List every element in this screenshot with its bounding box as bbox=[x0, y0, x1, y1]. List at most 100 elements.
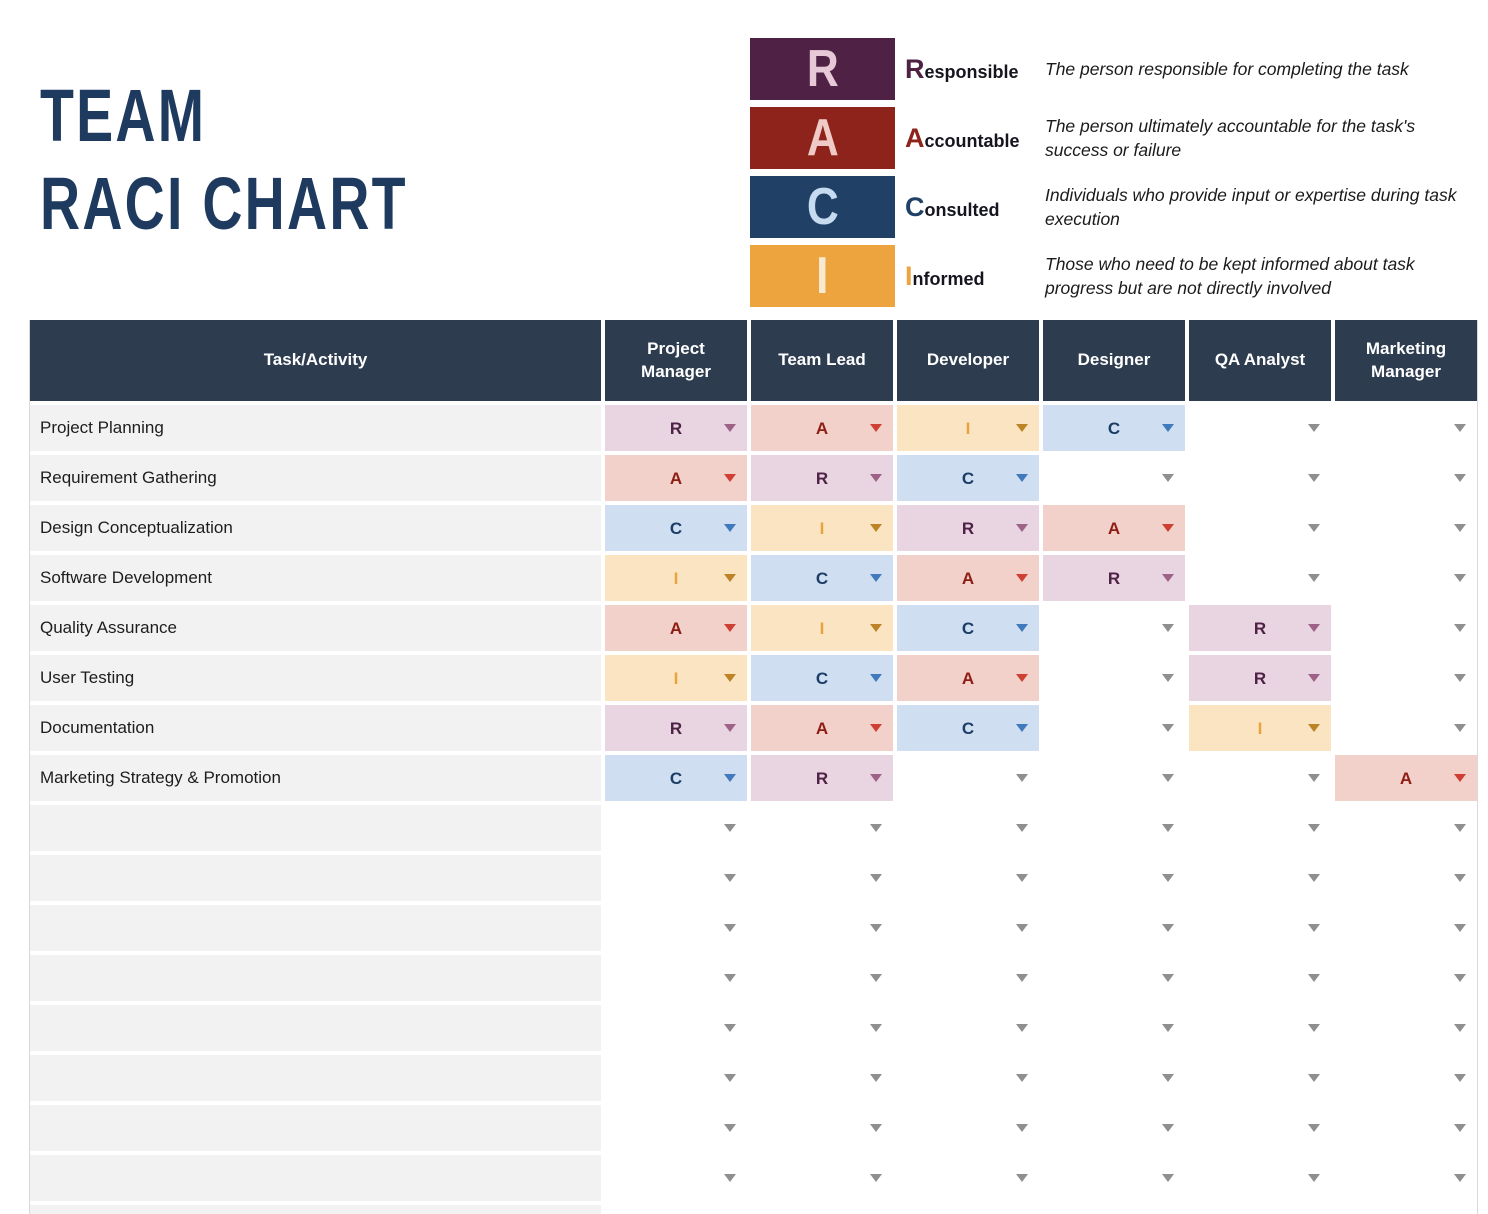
raci-cell[interactable] bbox=[1335, 1005, 1477, 1051]
raci-cell[interactable] bbox=[751, 955, 893, 1001]
raci-cell[interactable] bbox=[751, 1105, 893, 1151]
raci-cell[interactable] bbox=[1189, 1105, 1331, 1151]
raci-cell[interactable] bbox=[1043, 1005, 1185, 1051]
raci-cell[interactable] bbox=[1043, 1205, 1185, 1214]
raci-cell[interactable]: C bbox=[897, 605, 1039, 651]
raci-cell[interactable] bbox=[605, 1105, 747, 1151]
raci-cell[interactable]: R bbox=[897, 505, 1039, 551]
raci-cell[interactable]: I bbox=[1189, 705, 1331, 751]
raci-cell[interactable]: A bbox=[605, 455, 747, 501]
task-cell[interactable] bbox=[30, 1105, 601, 1151]
raci-cell[interactable]: C bbox=[897, 705, 1039, 751]
raci-cell[interactable] bbox=[605, 855, 747, 901]
task-cell[interactable]: Documentation bbox=[30, 705, 601, 751]
raci-cell[interactable] bbox=[897, 1155, 1039, 1201]
raci-cell[interactable] bbox=[897, 955, 1039, 1001]
raci-cell[interactable] bbox=[1043, 855, 1185, 901]
task-cell[interactable]: Quality Assurance bbox=[30, 605, 601, 651]
raci-cell[interactable]: I bbox=[751, 605, 893, 651]
task-cell[interactable] bbox=[30, 955, 601, 1001]
task-cell[interactable] bbox=[30, 1005, 601, 1051]
raci-cell[interactable]: A bbox=[1043, 505, 1185, 551]
task-cell[interactable]: Requirement Gathering bbox=[30, 455, 601, 501]
raci-cell[interactable] bbox=[1335, 655, 1477, 701]
raci-cell[interactable]: A bbox=[897, 555, 1039, 601]
raci-cell[interactable] bbox=[897, 1205, 1039, 1214]
raci-cell[interactable] bbox=[1043, 755, 1185, 801]
raci-cell[interactable]: A bbox=[751, 405, 893, 451]
raci-cell[interactable] bbox=[751, 1005, 893, 1051]
raci-cell[interactable] bbox=[1189, 855, 1331, 901]
raci-cell[interactable] bbox=[605, 1055, 747, 1101]
raci-cell[interactable] bbox=[1043, 705, 1185, 751]
raci-cell[interactable] bbox=[605, 805, 747, 851]
raci-cell[interactable]: R bbox=[751, 755, 893, 801]
task-cell[interactable]: Software Development bbox=[30, 555, 601, 601]
raci-cell[interactable]: R bbox=[1189, 605, 1331, 651]
raci-cell[interactable]: R bbox=[605, 705, 747, 751]
task-cell[interactable] bbox=[30, 905, 601, 951]
raci-cell[interactable] bbox=[1189, 1055, 1331, 1101]
raci-cell[interactable] bbox=[1335, 555, 1477, 601]
raci-cell[interactable]: R bbox=[1189, 655, 1331, 701]
raci-cell[interactable] bbox=[1043, 1155, 1185, 1201]
task-cell[interactable] bbox=[30, 1205, 601, 1214]
raci-cell[interactable] bbox=[1043, 1055, 1185, 1101]
raci-cell[interactable]: A bbox=[751, 705, 893, 751]
raci-cell[interactable] bbox=[605, 1005, 747, 1051]
raci-cell[interactable] bbox=[1189, 1155, 1331, 1201]
raci-cell[interactable] bbox=[1189, 1005, 1331, 1051]
raci-cell[interactable]: C bbox=[1043, 405, 1185, 451]
task-cell[interactable]: Design Conceptualization bbox=[30, 505, 601, 551]
raci-cell[interactable] bbox=[1335, 1105, 1477, 1151]
raci-cell[interactable] bbox=[751, 855, 893, 901]
raci-cell[interactable] bbox=[1189, 505, 1331, 551]
raci-cell[interactable] bbox=[605, 1205, 747, 1214]
raci-cell[interactable] bbox=[1335, 1205, 1477, 1214]
raci-cell[interactable] bbox=[897, 1005, 1039, 1051]
raci-cell[interactable] bbox=[1189, 755, 1331, 801]
raci-cell[interactable] bbox=[1335, 1055, 1477, 1101]
raci-cell[interactable] bbox=[1335, 405, 1477, 451]
raci-cell[interactable] bbox=[751, 805, 893, 851]
raci-cell[interactable]: C bbox=[751, 555, 893, 601]
raci-cell[interactable] bbox=[1335, 905, 1477, 951]
raci-cell[interactable]: C bbox=[605, 755, 747, 801]
raci-cell[interactable] bbox=[605, 1155, 747, 1201]
task-cell[interactable] bbox=[30, 805, 601, 851]
raci-cell[interactable] bbox=[1335, 805, 1477, 851]
task-cell[interactable] bbox=[30, 1155, 601, 1201]
raci-cell[interactable] bbox=[1043, 655, 1185, 701]
task-cell[interactable]: Project Planning bbox=[30, 405, 601, 451]
raci-cell[interactable] bbox=[897, 1105, 1039, 1151]
raci-cell[interactable] bbox=[1335, 455, 1477, 501]
raci-cell[interactable] bbox=[1043, 605, 1185, 651]
raci-cell[interactable] bbox=[1335, 1155, 1477, 1201]
raci-cell[interactable] bbox=[1043, 955, 1185, 1001]
raci-cell[interactable]: A bbox=[1335, 755, 1477, 801]
raci-cell[interactable] bbox=[1189, 405, 1331, 451]
raci-cell[interactable] bbox=[1189, 955, 1331, 1001]
raci-cell[interactable] bbox=[605, 905, 747, 951]
raci-cell[interactable] bbox=[1189, 905, 1331, 951]
raci-cell[interactable] bbox=[1043, 805, 1185, 851]
raci-cell[interactable] bbox=[751, 905, 893, 951]
raci-cell[interactable] bbox=[897, 755, 1039, 801]
raci-cell[interactable]: I bbox=[897, 405, 1039, 451]
raci-cell[interactable]: A bbox=[605, 605, 747, 651]
task-cell[interactable]: Marketing Strategy & Promotion bbox=[30, 755, 601, 801]
raci-cell[interactable]: I bbox=[751, 505, 893, 551]
raci-cell[interactable] bbox=[605, 955, 747, 1001]
raci-cell[interactable] bbox=[897, 855, 1039, 901]
raci-cell[interactable] bbox=[1189, 1205, 1331, 1214]
raci-cell[interactable] bbox=[1189, 555, 1331, 601]
raci-cell[interactable] bbox=[751, 1205, 893, 1214]
task-cell[interactable] bbox=[30, 1055, 601, 1101]
raci-cell[interactable] bbox=[1335, 955, 1477, 1001]
raci-cell[interactable] bbox=[1189, 455, 1331, 501]
raci-cell[interactable] bbox=[751, 1055, 893, 1101]
task-cell[interactable] bbox=[30, 855, 601, 901]
raci-cell[interactable] bbox=[1335, 605, 1477, 651]
raci-cell[interactable]: C bbox=[605, 505, 747, 551]
raci-cell[interactable]: C bbox=[751, 655, 893, 701]
